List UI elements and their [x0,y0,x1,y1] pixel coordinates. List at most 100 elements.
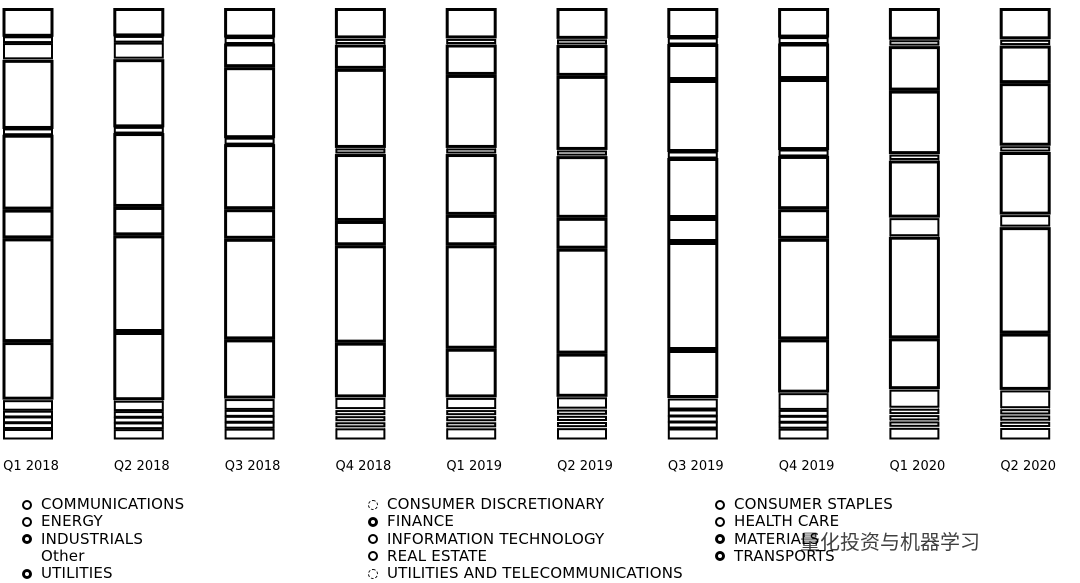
bar-segment-information-technology-5 [556,217,608,249]
bar-segment-transports-4 [445,8,497,39]
bar-segment-consumer-discretionary-7 [778,339,830,393]
bar-segment-health-care-5 [556,45,608,76]
bar-segment-consumer-staples-9 [999,83,1051,146]
bar-segment-consumer-discretionary-4 [445,348,497,398]
bar-segment-real-estate-0 [2,134,54,210]
bar-segment-information-technology-9 [1000,215,1051,227]
bar-segment-information-technology-8 [889,218,940,237]
bar-segment-information-technology-7 [778,209,830,239]
bar-segment-finance-4 [445,245,497,349]
bar-segment-utilities-4 [446,397,497,410]
bar-segment-industrials-8 [889,415,940,421]
legend-item[interactable]: MATERIALS [715,530,819,548]
bar-segment-finance-5 [556,248,608,354]
legend-item[interactable]: CONSUMER DISCRETIONARY [368,496,604,513]
bar-segment-materials-2 [224,37,275,45]
legend-label: UTILITIES [41,564,113,583]
bar-segment-other-3 [335,410,386,416]
bar-segment-industrials-4 [446,416,497,422]
bar-segment-utilities-2 [224,399,275,410]
legend-item[interactable]: REAL ESTATE [368,547,487,565]
bar-segment-utilities-1 [113,400,164,412]
bar-segment-communications-1 [113,429,164,440]
bar-segment-other-8 [889,408,940,415]
bar-segment-consumer-discretionary-0 [2,342,54,400]
bar-segment-health-care-3 [334,44,386,69]
legend-marker-icon [368,551,378,562]
bar-segment-consumer-staples-0 [2,59,54,129]
bar-segment-utilities-8 [889,389,940,408]
bar-segment-utilities-and-telecommunications-4 [446,148,497,154]
bar-segment-utilities-and-telecommunications-6 [667,151,718,159]
bar-segment-communications-2 [224,428,275,440]
bar-segment-consumer-staples-2 [224,67,276,139]
bar-segment-finance-0 [2,238,54,343]
bar-segment-transports-5 [556,8,608,39]
x-tick-label: Q3 2018 [225,459,281,474]
legend-label: INFORMATION TECHNOLOGY [387,529,605,548]
legend-item[interactable]: ENERGY [22,513,103,530]
legend-item[interactable]: FINANCE [368,513,454,530]
bar-segment-health-care-6 [667,44,719,80]
bar-segment-finance-6 [667,242,719,350]
bar-segment-utilities-9 [1000,390,1051,409]
bar-segment-finance-9 [999,227,1051,334]
legend-label: ENERGY [41,512,103,531]
legend-item[interactable]: HEALTH CARE [715,513,839,530]
bar-segment-information-technology-4 [445,214,497,246]
legend-marker-icon [715,499,725,510]
x-tick-label: Q2 2019 [557,459,613,474]
legend-item[interactable]: COMMUNICATIONS [22,496,184,513]
legend-marker-icon [22,516,32,527]
bar-segment-materials-4 [446,38,497,45]
bar-segment-materials-1 [113,35,164,43]
bar-segment-information-technology-0 [2,209,54,239]
bar-segment-consumer-discretionary-3 [334,342,386,398]
bar-segment-real-estate-2 [224,144,276,210]
legend-item[interactable]: Other [22,547,85,565]
bar-segment-communications-4 [446,428,497,440]
legend-marker-icon [715,551,725,562]
x-tick-label: Q4 2019 [779,459,835,474]
legend-marker-icon [715,516,725,527]
bar-segment-real-estate-9 [999,152,1051,215]
bar-segment-consumer-discretionary-5 [556,353,608,397]
legend-item[interactable]: TRANSPORTS [715,547,835,565]
bar-segment-energy-7 [778,421,829,429]
bar-segment-real-estate-4 [445,154,497,215]
bar-segment-other-9 [1000,409,1051,415]
bar-segment-industrials-6 [667,415,718,423]
stacked-bar-chart: Q1 2018 Q2 2018 Q3 2018 Q4 2018 Q1 2019 Q2 20… [2,8,1056,474]
bar-segment-materials-7 [778,37,829,45]
bar-segment-transports-8 [888,8,940,40]
bar-segment-health-care-4 [445,44,497,75]
bar-segment-finance-2 [224,238,276,340]
bar-segment-energy-9 [1000,421,1051,427]
bar-segment-finance-7 [778,238,830,340]
bar-segment-utilities-and-telecommunications-2 [224,137,275,145]
bar-segment-real-estate-3 [334,154,386,221]
bar-segment-energy-0 [3,422,53,429]
bar-segment-energy-1 [113,422,164,430]
legend-item[interactable]: INDUSTRIALS [22,530,143,548]
bar-segment-real-estate-6 [667,158,719,218]
legend-item[interactable]: INFORMATION TECHNOLOGY [368,529,605,548]
x-tick-label: Q1 2018 [3,459,59,474]
bar-segment-utilities-7 [778,393,829,410]
bar-segment-communications-9 [1000,427,1051,440]
legend-item[interactable]: CONSUMER STAPLES [715,496,893,513]
bar-segment-industrials-3 [335,416,386,422]
legend-label: FINANCE [387,512,455,531]
bar-segment-consumer-staples-4 [445,74,497,148]
bar-segment-communications-8 [889,427,940,440]
bar-segment-health-care-0 [3,43,53,60]
bar-segment-health-care-8 [888,46,940,91]
legend-label: CONSUMER STAPLES [734,495,893,513]
bar-segment-consumer-discretionary-9 [999,333,1051,390]
bar-segment-utilities-and-telecommunications-5 [557,150,607,156]
bar-segment-health-care-1 [113,42,164,59]
legend-item[interactable]: UTILITIES AND TELECOMMUNICATIONS [368,565,683,582]
legend-marker-icon [22,568,32,579]
bar-segment-other-2 [224,409,275,417]
legend-item[interactable]: UTILITIES [22,565,113,582]
